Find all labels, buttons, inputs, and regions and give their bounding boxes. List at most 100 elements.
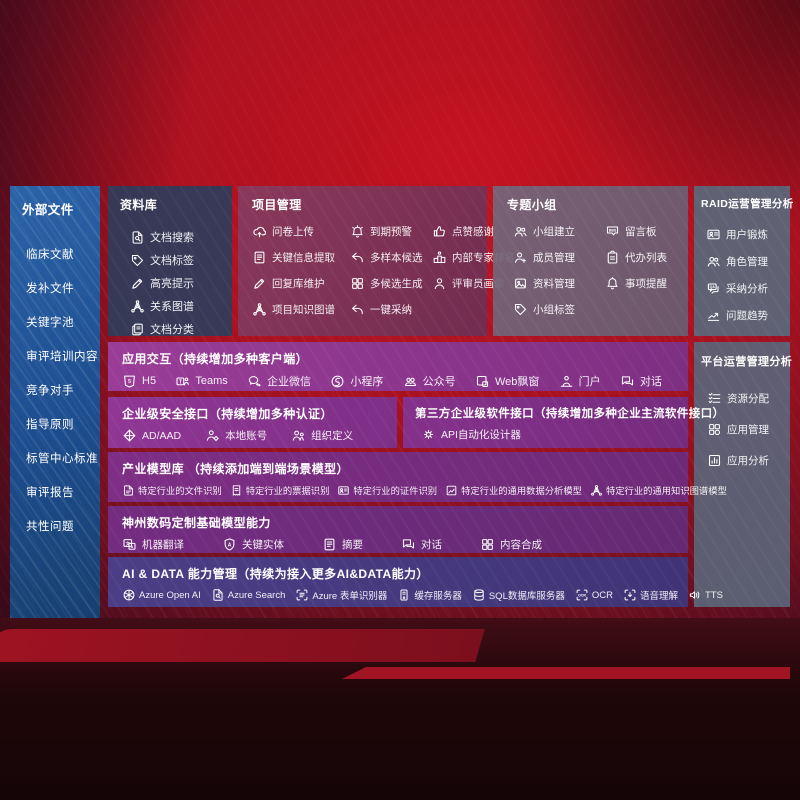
feature-item: Azure 表单识别器 [295,588,387,602]
feature-item: 应用管理 [707,422,790,437]
svg-text:A: A [131,545,134,549]
feature-label: 语音理解 [639,591,678,602]
feature-label: 文档标签 [150,255,194,267]
band-title: AI & DATA 能力管理（持续为接入更多AI&DATA能力） [122,567,429,581]
band-title: 产业模型库 （持续添加端到端场景模型） [122,462,349,476]
speech-understanding-icon [624,589,636,601]
feature-item: QA 采纳分析 [706,281,790,296]
feature-label: 高亮提示 [150,278,194,290]
feature-label: 采纳分析 [726,283,768,295]
id-card-icon [707,229,720,240]
panel-title: 平台运营管理分析 [701,356,793,368]
panel-platform-operations-analysis: 平台运营管理分析 资源分配应用管理应用分析 [694,342,793,607]
ai-data-service-list: Azure Open AI Azure Search Azure 表单识别器 缓存服务… [108,582,723,602]
feature-item: 组织定义 [291,428,353,443]
band-app-interaction: 应用交互（持续增加多种客户端） 5 H5 T Teams 企业微信 小程序 公众号 Web飘窗… [108,342,688,391]
band-industry-model-library: 产业模型库 （持续添加端到端场景模型） 特定行业的文件识别 特定行业的票据识别 特定… [108,452,727,502]
feature-label: 点赞感谢 [452,226,494,238]
dialog-icon [402,539,415,549]
image-folder-icon [515,278,526,289]
feature-item: 多候选生成 [350,276,428,291]
feature-item: Web飘窗 [475,373,539,389]
feature-item: 内容合成 [480,537,542,552]
panel-title: 项目管理 [252,198,302,212]
feature-item: 事项提醒 [605,276,684,291]
azure-ad-icon [123,429,136,442]
translate-icon: 文A [123,539,136,550]
sidebar-item: 指导原则 [26,419,74,431]
band-title: 第三方企业级软件接口（持续增加多种企业主流软件接口） [415,408,725,420]
tag-icon [131,254,144,266]
doc-extract-icon [254,251,265,264]
person-icon [434,278,445,290]
feature-item: 高亮提示 [130,275,232,291]
doc-copy-icon [132,323,143,335]
feature-label: 用户锻炼 [726,229,768,241]
feature-label: 缓存服务器 [414,591,462,602]
app-management-icon [709,424,720,435]
miniprogram-icon [331,375,344,387]
person-add-icon [514,252,527,263]
band-thirdparty-software-api: 第三方企业级软件接口（持续增加多种企业主流软件接口） API自动化设计器 [403,397,725,448]
bbs-chat-icon: BBS [606,226,619,236]
feature-label: TTS [705,589,723,601]
portal-person-icon [560,375,572,387]
cloud-upload-icon [253,226,266,238]
feature-item: 到期预警 [350,224,428,239]
sidebar-item: 共性问题 [26,521,74,533]
feature-label: 内容合成 [500,539,542,551]
feature-label: 组织定义 [311,430,354,442]
feature-label: 应用管理 [727,424,769,436]
sidebar-item: 关键字池 [26,317,74,329]
feature-label: 回复库维护 [272,278,325,290]
knowledge-graph-icon [131,299,144,312]
thirdparty-feature-list: API自动化设计器 [403,421,688,442]
feature-item: BBS 留言板 [605,224,684,239]
sidebar-item: 临床文献 [26,249,74,261]
feature-item: 项目知识图谱 [252,302,346,317]
feature-label: 多候选生成 [370,278,423,290]
openai-icon [123,589,135,601]
feature-item: API自动化设计器 [421,427,521,442]
feature-item: 评审员画像 [432,276,515,291]
form-recognizer-icon [296,589,308,601]
clipboard-icon [607,250,618,264]
feature-label: 关系图谱 [150,301,194,313]
feature-item: 文档标签 [130,252,232,268]
panel-title: RAID运营管理分析 [701,198,794,210]
ranking-icon [433,251,446,264]
sidebar-external-files: 外部文件 临床文献 发补文件 关键字池 审评培训内容 竞争对手 指导原则 标管中心标准 审评报… [10,186,100,618]
data-analysis-model-icon [446,485,457,495]
feature-label: 小组建立 [533,226,575,238]
thumbs-up-icon [433,226,445,237]
app-analysis-icon [708,454,721,467]
band-ai-data-capability: AI & DATA 能力管理（持续为接入更多AI&DATA能力） Azure O… [108,557,723,607]
sidebar-title: 外部文件 [22,203,74,217]
browser-window-icon [476,375,488,387]
svg-text:T: T [179,379,182,385]
feature-item: T Teams [175,374,228,389]
feature-item: 资料管理 [513,276,601,291]
feature-label: 本地账号 [225,430,268,442]
feature-label: 多样本候选 [370,252,423,264]
band-title: 企业级安全接口（持续增加多种认证） [122,407,333,421]
sql-database-icon [474,589,484,601]
trend-chart-icon [707,312,720,321]
pen-icon [254,278,265,289]
svg-text:OCR: OCR [578,593,586,597]
feature-label: 机器翻译 [142,539,184,551]
feature-label: 对话 [639,376,662,388]
panel-topic-groups: 专题小组 小组建立 BBS 留言板 成员管理 代办列表 资料管理 事项提醒 小组标签 [493,186,688,336]
feature-label: 特定行业的票据识别 [245,486,330,496]
alarm-icon [352,225,363,238]
feature-label: 资源分配 [727,393,769,405]
sidebar-item: 审评报告 [26,487,74,499]
tts-speaker-icon [689,591,700,599]
cache-server-icon [400,589,408,601]
band-title: 应用交互（持续增加多种客户端） [122,352,309,366]
feature-item: 应用分析 [707,453,790,468]
feature-label: 公众号 [422,376,456,388]
svg-text:5: 5 [128,379,131,385]
feature-label: 企业微信 [267,376,312,388]
feature-item: 文档分类 [130,321,232,337]
